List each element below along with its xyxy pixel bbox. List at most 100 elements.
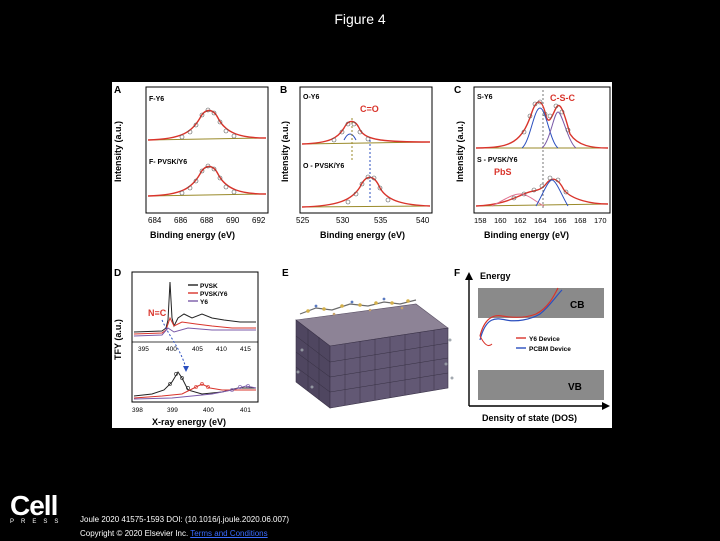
panel-a-tick: 690 bbox=[226, 216, 240, 225]
panel-c-top-label: S-Y6 bbox=[477, 94, 493, 101]
panel-b-top-label: O-Y6 bbox=[303, 94, 319, 101]
panel-c-fit-top bbox=[475, 101, 609, 149]
panel-c-pbs-component bbox=[491, 193, 545, 207]
panel-b: B Intensity (a.u.) O-Y6 C=O O - PVSK/Y6 … bbox=[280, 85, 433, 240]
panel-d-lower-ticks: 398 399 400 401 bbox=[132, 407, 251, 414]
panel-d-arrow-head bbox=[183, 366, 189, 372]
cell-press-logo: Cell bbox=[10, 490, 58, 521]
figure-canvas: A Intensity (a.u.) F-Y6 F- PVSK/Y6 684 6… bbox=[113, 85, 611, 427]
panel-f-energy-arrowhead bbox=[465, 272, 473, 280]
panel-b-xlabel: Binding energy (eV) bbox=[320, 230, 405, 240]
panel-b-data-points bbox=[331, 121, 391, 205]
panel-c-ticks: 158 160 162 164 166 168 170 bbox=[474, 216, 607, 225]
perovskite-crystal-illustration bbox=[295, 297, 454, 409]
panel-b-fit-bottom bbox=[301, 176, 431, 208]
panel-d-ylabel: TFY (a.u.) bbox=[113, 319, 123, 360]
panel-f-y6-tail bbox=[479, 335, 493, 347]
panel-a-baseline-top bbox=[147, 137, 267, 141]
panel-b-tick: 535 bbox=[374, 216, 388, 225]
copyright-text: Copyright © 2020 Elsevier Inc. bbox=[80, 529, 189, 538]
panel-d-upper-y6 bbox=[133, 327, 256, 337]
copyright-line: Copyright © 2020 Elsevier Inc. Terms and… bbox=[80, 527, 289, 541]
panel-c-data-points bbox=[511, 99, 571, 201]
panel-d-tick: 415 bbox=[240, 346, 251, 353]
panel-f-energy-label: Energy bbox=[480, 271, 511, 281]
panel-d-upper-ticks: 395 400 405 410 415 bbox=[138, 346, 251, 353]
panel-d-legend-item: PVSK bbox=[200, 283, 218, 290]
panel-b-tick: 540 bbox=[416, 216, 430, 225]
panel-c-xlabel: Binding energy (eV) bbox=[484, 230, 569, 240]
panel-a-frame bbox=[145, 86, 269, 214]
panel-d-tick: 405 bbox=[192, 346, 203, 353]
panel-a-data-points bbox=[179, 107, 237, 196]
panel-a-fit-bottom bbox=[147, 165, 267, 197]
panel-c-ylabel: Intensity (a.u.) bbox=[455, 121, 465, 182]
panel-a-xlabel: Binding energy (eV) bbox=[150, 230, 235, 240]
panel-d-lower-y6 bbox=[133, 385, 257, 400]
panel-d-nc-label: N≡C bbox=[148, 308, 167, 318]
panel-a-ylabel: Intensity (a.u.) bbox=[113, 121, 123, 182]
panel-c-tick: 170 bbox=[594, 216, 607, 225]
panel-f-cb-label: CB bbox=[570, 300, 584, 311]
panel-d: D TFY (a.u.) PVSK PVSK/Y6 Y6 N≡C 395 400… bbox=[113, 268, 259, 427]
panel-a-tick: 692 bbox=[252, 216, 266, 225]
panel-f-vb-band bbox=[478, 370, 604, 400]
panel-c-fit-bottom bbox=[475, 178, 609, 207]
panel-b-baseline-bottom bbox=[301, 205, 431, 208]
panel-d-tick: 410 bbox=[216, 346, 227, 353]
panel-b-component-top bbox=[343, 133, 357, 141]
panel-a: A Intensity (a.u.) F-Y6 F- PVSK/Y6 684 6… bbox=[113, 85, 269, 240]
panel-f-xlabel: Density of state (DOS) bbox=[482, 413, 577, 423]
panel-f-legend-item: PCBM Device bbox=[529, 346, 571, 353]
panel-e: E bbox=[282, 268, 454, 409]
panel-a-tick: 686 bbox=[174, 216, 188, 225]
panel-b-bottom-label: O - PVSK/Y6 bbox=[303, 163, 344, 170]
panel-b-tick: 525 bbox=[296, 216, 310, 225]
panel-f-pcbm-curve bbox=[479, 289, 563, 341]
panel-d-legend-item: Y6 bbox=[200, 299, 208, 306]
panel-c-tick: 164 bbox=[534, 216, 547, 225]
panel-d-tick: 400 bbox=[203, 407, 214, 414]
panel-b-letter: B bbox=[280, 85, 287, 96]
panel-f-vb-label: VB bbox=[568, 382, 582, 393]
panel-c-bottom-label: S - PVSK/Y6 bbox=[477, 157, 518, 164]
terms-and-conditions-link[interactable]: Terms and Conditions bbox=[190, 529, 268, 538]
panel-d-tick: 395 bbox=[138, 346, 149, 353]
panel-c-peak-label: C-S-C bbox=[550, 93, 575, 103]
panel-f-legend-item: Y6 Device bbox=[529, 336, 560, 343]
panel-b-ylabel: Intensity (a.u.) bbox=[280, 121, 290, 182]
panel-d-zoom-arrow bbox=[161, 319, 187, 369]
panel-b-tick: 530 bbox=[336, 216, 350, 225]
citation-text: Joule 2020 41575-1593 DOI: (10.1016/j.jo… bbox=[80, 515, 290, 524]
panel-f-y6-curve bbox=[479, 287, 559, 337]
panel-c-component-bottom bbox=[535, 179, 569, 207]
panel-d-lower-points bbox=[168, 372, 250, 392]
panel-f: F Energy CB VB Y6 Device PCBM Device Den… bbox=[454, 268, 610, 423]
panel-c-component-top-2 bbox=[541, 111, 577, 149]
panel-a-tick: 688 bbox=[200, 216, 214, 225]
panel-c-tick: 168 bbox=[574, 216, 587, 225]
panel-e-letter: E bbox=[282, 268, 289, 279]
panel-c-tick: 160 bbox=[494, 216, 507, 225]
panel-a-letter: A bbox=[114, 85, 121, 96]
panel-d-frame bbox=[131, 271, 259, 403]
panel-d-tick: 401 bbox=[240, 407, 251, 414]
panel-b-frame bbox=[299, 86, 433, 214]
panel-a-top-label: F-Y6 bbox=[149, 96, 164, 103]
panel-d-legend: PVSK PVSK/Y6 Y6 bbox=[188, 283, 228, 306]
figure-4: A Intensity (a.u.) F-Y6 F- PVSK/Y6 684 6… bbox=[112, 82, 612, 428]
cell-press-logo-sub: PRESS bbox=[10, 519, 66, 525]
panel-a-fit-top bbox=[147, 109, 267, 141]
panel-c-tick: 166 bbox=[554, 216, 567, 225]
panel-a-baseline-bottom bbox=[147, 193, 267, 197]
panel-c-component-top-1 bbox=[521, 107, 559, 149]
panel-d-lower-pvsk-y6 bbox=[133, 383, 256, 399]
panel-d-legend-item: PVSK/Y6 bbox=[200, 291, 228, 298]
panel-d-xlabel: X-ray energy (eV) bbox=[152, 417, 226, 427]
panel-d-tick: 398 bbox=[132, 407, 143, 414]
panel-d-lower-pvsk bbox=[133, 371, 256, 397]
panel-a-tick: 684 bbox=[148, 216, 162, 225]
panel-c-letter: C bbox=[454, 85, 461, 96]
panel-f-dos-arrowhead bbox=[602, 402, 610, 410]
panel-c-frame bbox=[473, 86, 611, 214]
